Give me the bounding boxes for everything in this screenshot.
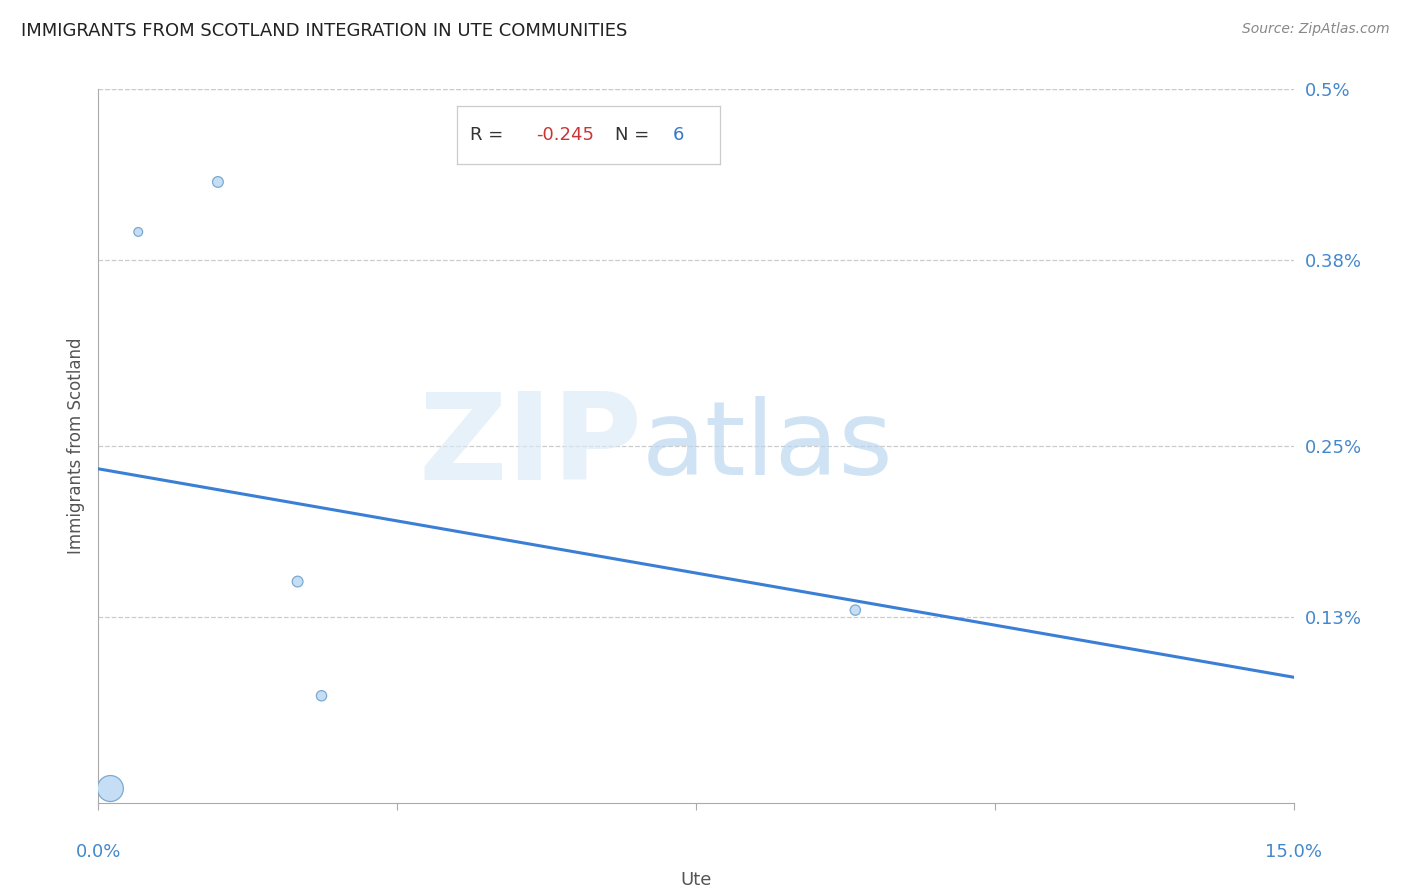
Text: 15.0%: 15.0% [1265, 843, 1322, 861]
Point [311, 689, 333, 703]
Point [287, 574, 309, 589]
Text: Ute: Ute [681, 871, 711, 889]
Text: ZIP: ZIP [419, 387, 643, 505]
Text: IMMIGRANTS FROM SCOTLAND INTEGRATION IN UTE COMMUNITIES: IMMIGRANTS FROM SCOTLAND INTEGRATION IN … [21, 22, 627, 40]
Point [207, 175, 229, 189]
Point [844, 603, 866, 617]
Point [98, 781, 122, 796]
Text: 0.0%: 0.0% [76, 843, 121, 861]
Text: Source: ZipAtlas.com: Source: ZipAtlas.com [1241, 22, 1389, 37]
Text: atlas: atlas [643, 395, 894, 497]
Y-axis label: Immigrants from Scotland: Immigrants from Scotland [66, 338, 84, 554]
Point [127, 225, 149, 239]
